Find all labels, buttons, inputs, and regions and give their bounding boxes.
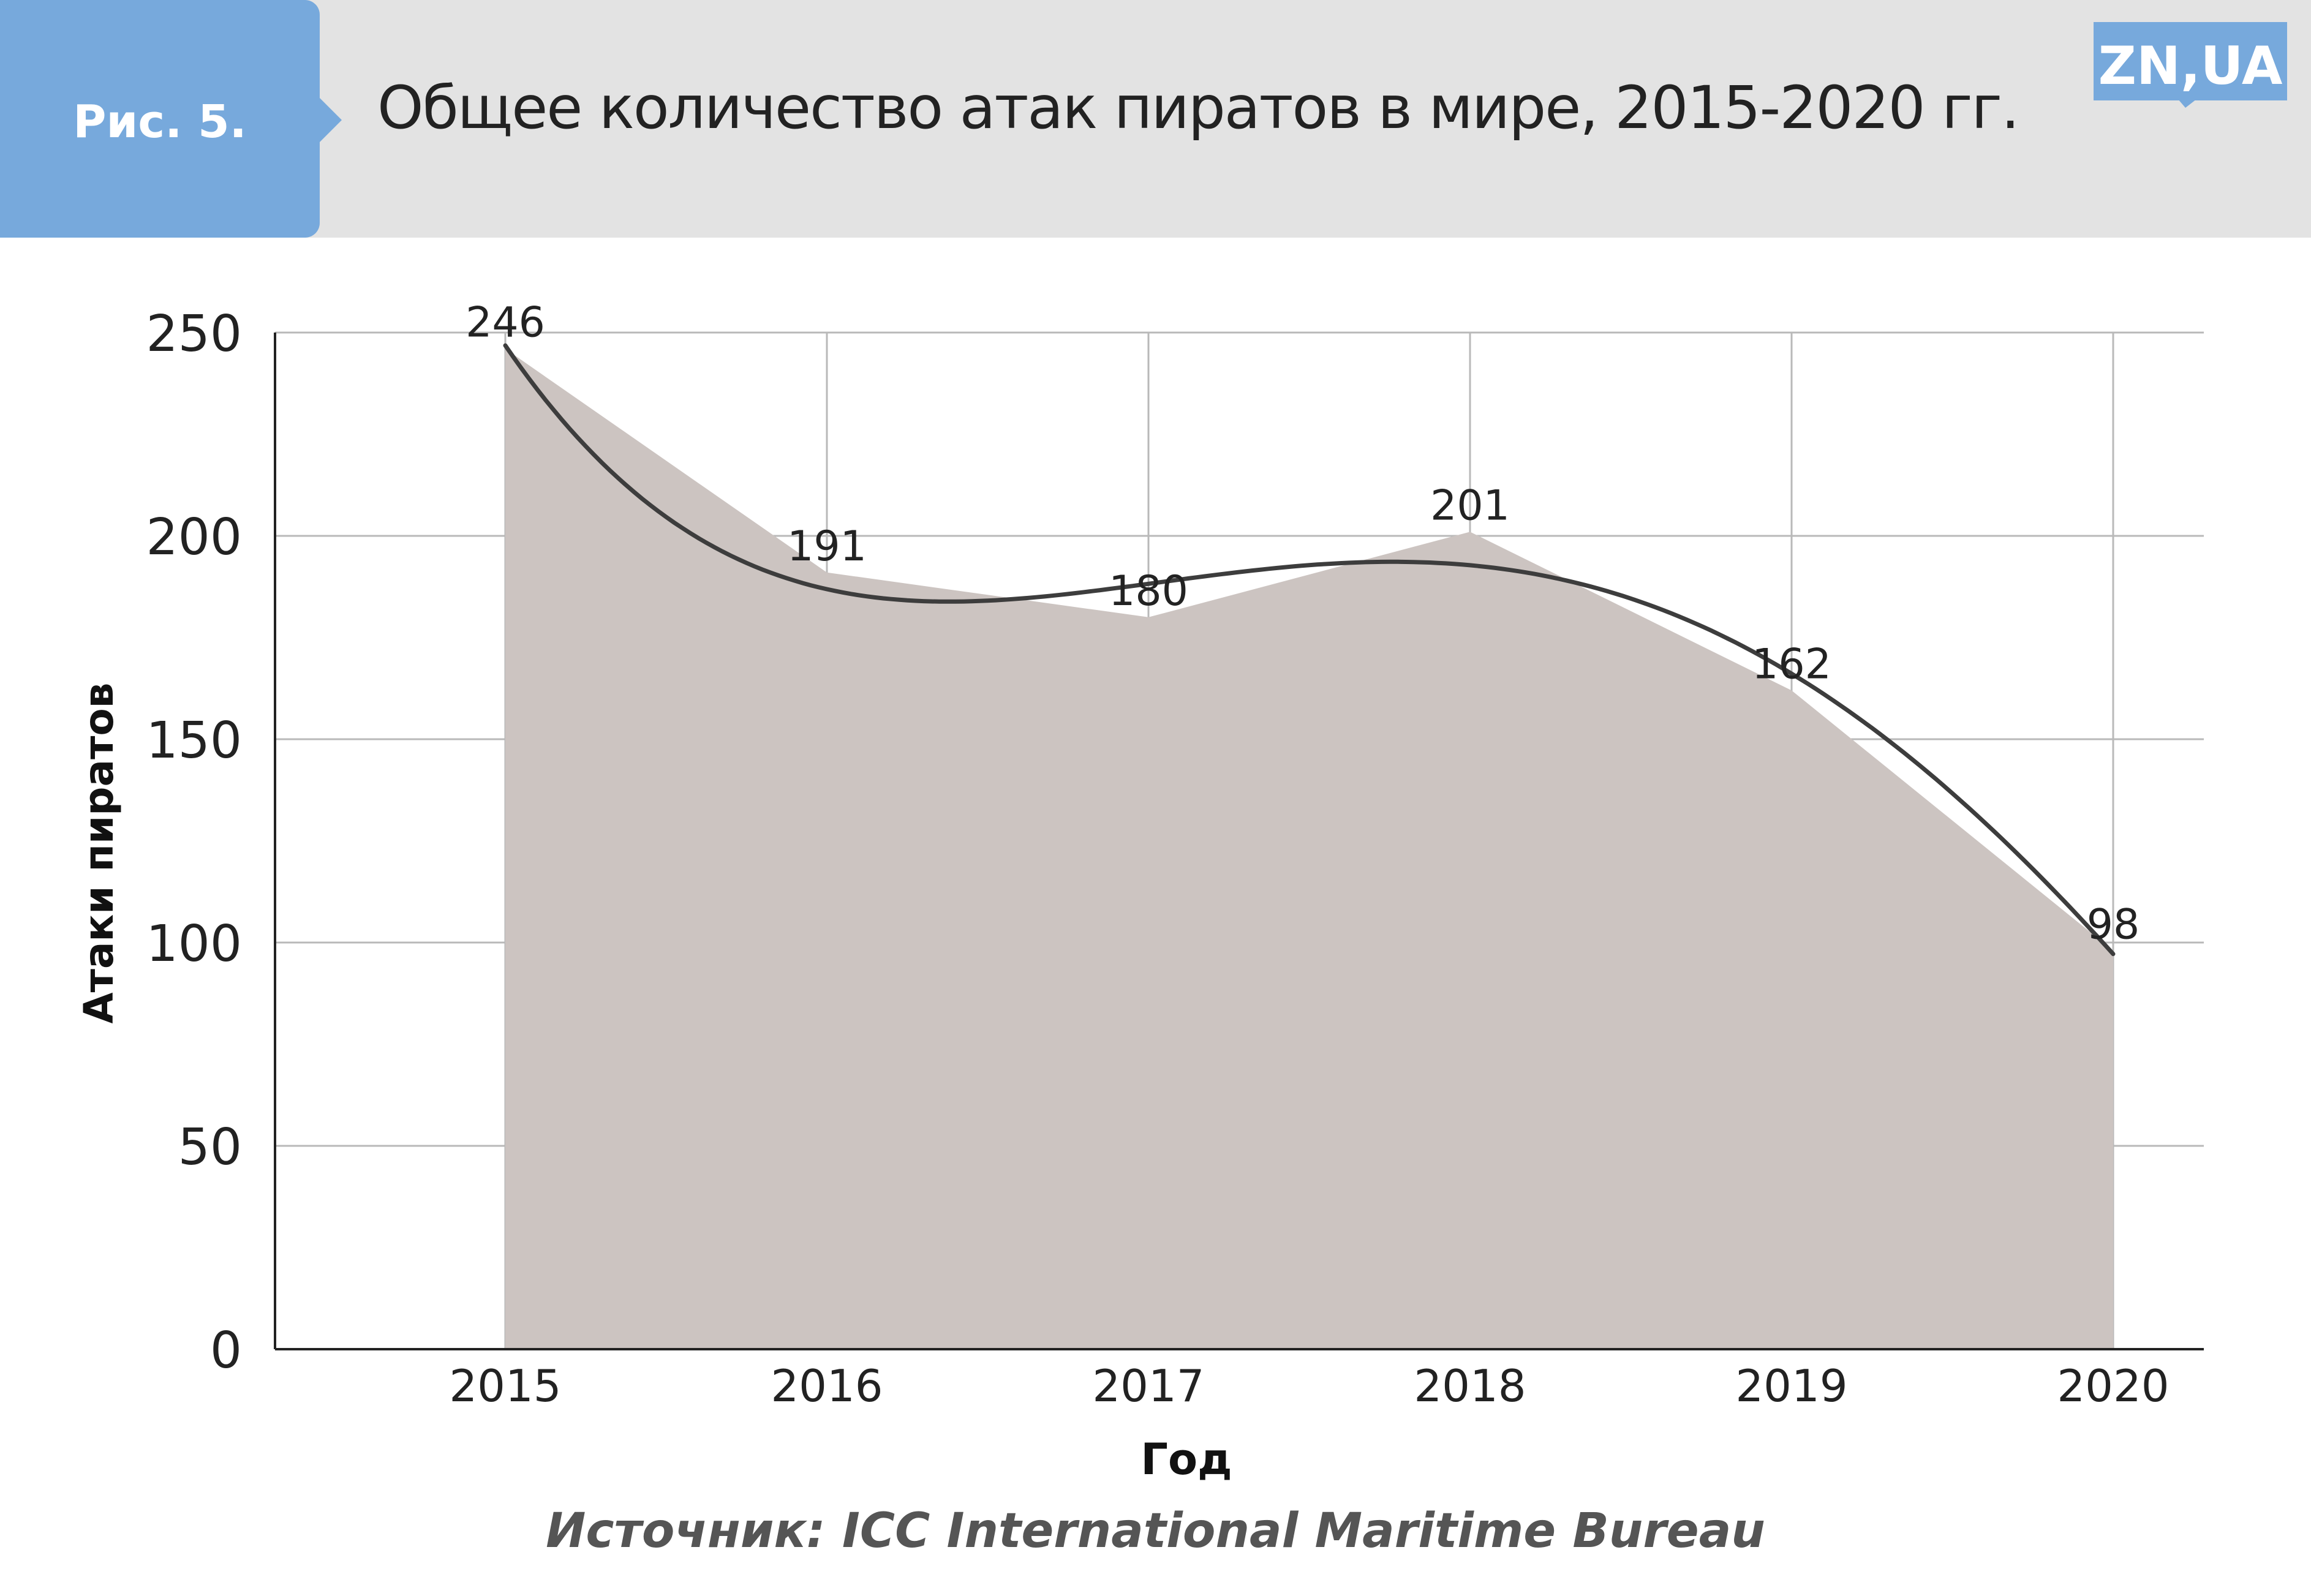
- chart-title: Общее количество атак пиратов в мире, 20…: [377, 73, 2019, 142]
- x-tick-label-2015: 2015: [449, 1360, 561, 1412]
- data-label-2019: 162: [1752, 640, 1831, 688]
- data-label-2015: 246: [466, 299, 545, 347]
- figure-label: Рис. 5.: [73, 96, 247, 148]
- zn-ua-logo: ZN,UA: [2094, 22, 2287, 108]
- header-bar: [0, 0, 2311, 238]
- figure-badge: [0, 0, 342, 238]
- area-layer: [505, 348, 2113, 1349]
- y-tick-label-100: 100: [146, 915, 242, 973]
- x-axis-title: Год: [1140, 1434, 1232, 1485]
- y-tick-label-200: 200: [146, 508, 242, 567]
- x-tick-label-2016: 2016: [771, 1360, 883, 1412]
- trend-layer: [503, 343, 2116, 957]
- y-tick-label-150: 150: [146, 712, 242, 770]
- x-tick-label-2019: 2019: [1735, 1360, 1847, 1412]
- x-tick-label-2020: 2020: [2057, 1360, 2169, 1412]
- source-note: Источник: ICC International Maritime Bur…: [546, 1504, 1765, 1559]
- logo-text: ZN,UA: [2098, 36, 2283, 97]
- data-label-2020: 98: [2087, 900, 2140, 949]
- data-label-2016: 191: [787, 522, 867, 571]
- x-tick-label-2018: 2018: [1414, 1360, 1526, 1412]
- data-label-2018: 201: [1430, 481, 1510, 530]
- y-tick-label-50: 50: [178, 1118, 242, 1176]
- y-tick-label-0: 0: [210, 1322, 242, 1380]
- y-axis-title: Атаки пиратов: [75, 683, 123, 1024]
- y-tick-label-250: 250: [146, 305, 242, 363]
- trend-line: [503, 343, 2116, 957]
- area-series: [505, 348, 2113, 1349]
- axis-layer: 0 50 100 150 200 250 2015 2016 2017 2018 2019 2020: [146, 305, 2204, 1412]
- label-layer: 246 191 180 201 162 98: [466, 299, 2139, 949]
- x-tick-label-2017: 2017: [1092, 1360, 1204, 1412]
- data-label-2017: 180: [1109, 567, 1188, 615]
